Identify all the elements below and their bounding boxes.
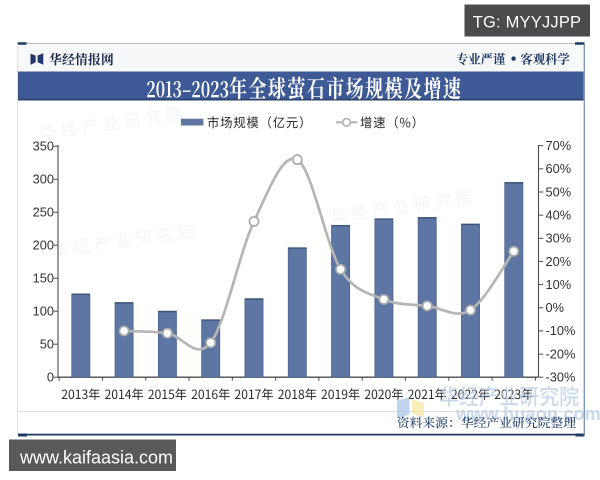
svg-text:TG: MYYJJPP: TG: MYYJJPP [473,14,582,32]
svg-text:100: 100 [33,304,54,319]
svg-text:250: 250 [33,205,54,220]
svg-text:-10%: -10% [546,323,576,338]
svg-text:50%: 50% [546,184,572,199]
svg-text:www.huaon.com: www.huaon.com [455,404,600,424]
svg-text:0%: 0% [546,300,565,315]
svg-text:30%: 30% [546,231,572,246]
svg-text:70%: 70% [546,138,572,153]
svg-text:300: 300 [33,172,54,187]
svg-text:0: 0 [47,370,54,385]
svg-text:350: 350 [33,139,54,154]
svg-text:60%: 60% [546,161,572,176]
svg-text:-20%: -20% [546,346,576,361]
svg-text:40%: 40% [546,208,572,223]
svg-text:150: 150 [33,271,54,286]
svg-text:10%: 10% [546,277,572,292]
svg-text:www.kaifaasia.com: www.kaifaasia.com [19,448,173,468]
svg-text:50: 50 [40,337,54,352]
svg-text:20%: 20% [546,254,572,269]
svg-text:200: 200 [33,238,54,253]
svg-text:-30%: -30% [546,370,576,385]
